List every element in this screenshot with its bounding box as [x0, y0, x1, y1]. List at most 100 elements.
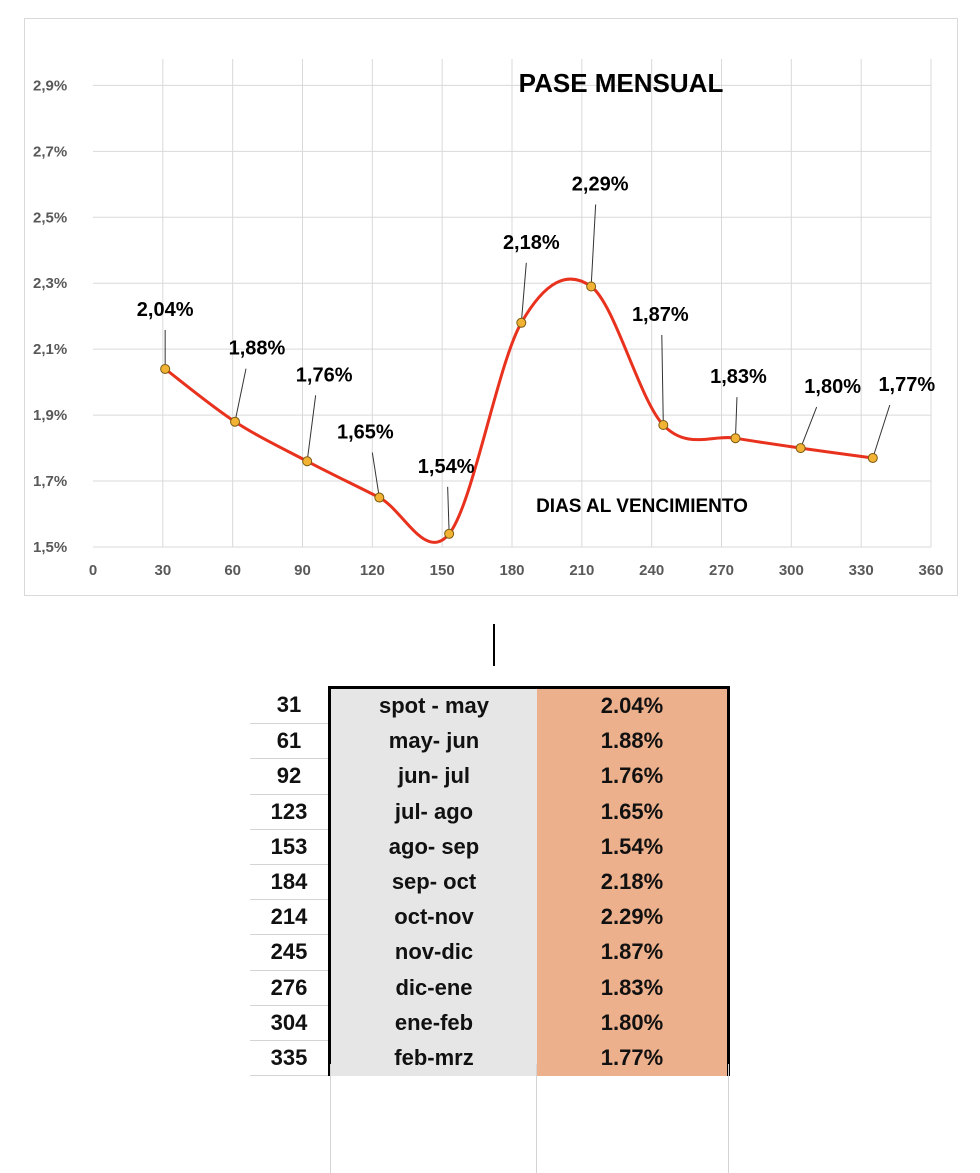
table-row: 61 may- jun 1.88%: [250, 723, 730, 760]
days-cell: 123: [250, 794, 330, 830]
label-leader-line: [872, 404, 891, 459]
table-row: 214 oct-nov 2.29%: [250, 899, 730, 936]
x-tick-label: 60: [224, 562, 241, 579]
value-cell: 1.77%: [537, 1040, 730, 1077]
days-cell: 245: [250, 934, 330, 971]
table-row: 304 ene-feb 1.80%: [250, 1005, 730, 1041]
table-row: 184 sep- oct 2.18%: [250, 864, 730, 901]
x-tick-label: 240: [639, 562, 664, 579]
x-axis-title: DIAS AL VENCIMIENTO: [536, 496, 748, 517]
pase-table: 31 spot - may 2.04% 61 may- jun 1.88% 92 jun- j…: [250, 685, 730, 1077]
value-cell: 2.18%: [537, 864, 730, 901]
value-cell: 1.83%: [537, 970, 730, 1006]
data-label: 1,88%: [229, 338, 286, 360]
divider-line: [493, 624, 495, 666]
table-row: 92 jun- jul 1.76%: [250, 758, 730, 795]
y-tick-label: 2,1%: [33, 341, 67, 358]
label-leader-line: [447, 486, 450, 534]
data-point: [795, 443, 806, 454]
days-cell: 276: [250, 970, 330, 1006]
data-point: [374, 492, 385, 503]
x-tick-label: 90: [294, 562, 311, 579]
value-cell: 1.87%: [537, 934, 730, 971]
label-leader-line: [800, 406, 818, 449]
days-cell: 214: [250, 899, 330, 936]
y-tick-label: 1,5%: [33, 539, 67, 556]
data-label: 1,76%: [296, 364, 353, 386]
data-label: 1,87%: [632, 304, 689, 326]
data-label: 1,80%: [804, 376, 861, 398]
data-point: [658, 420, 669, 430]
value-cell: 2.04%: [537, 685, 730, 725]
label-leader-line: [234, 368, 247, 422]
chart-frame: 0 30 60 90 120 150 180 210 240 270 300 330 360 1,5% 1,…: [24, 18, 958, 596]
label-leader-line: [520, 262, 527, 323]
data-label: 1,83%: [710, 366, 767, 388]
x-tick-label: 150: [430, 562, 455, 579]
period-cell: ago- sep: [328, 829, 537, 865]
label-leader-line: [661, 334, 664, 426]
data-label: 2,29%: [572, 174, 629, 196]
period-cell: spot - may: [328, 685, 537, 725]
data-point: [302, 456, 313, 467]
data-label: 1,65%: [337, 422, 394, 444]
period-cell: jul- ago: [328, 794, 537, 830]
x-tick-label: 300: [779, 562, 804, 579]
days-cell: 61: [250, 723, 330, 760]
data-point: [730, 433, 741, 444]
period-cell: ene-feb: [328, 1005, 537, 1041]
days-cell: 153: [250, 829, 330, 865]
y-tick-label: 1,9%: [33, 407, 67, 424]
data-point: [444, 528, 455, 539]
x-tick-label: 330: [849, 562, 874, 579]
label-leader-lines: [164, 204, 891, 534]
value-cell: 1.88%: [537, 723, 730, 760]
days-cell: 184: [250, 864, 330, 901]
data-point: [586, 281, 597, 292]
series-markers: [160, 281, 878, 539]
grid-lines: [93, 59, 932, 548]
value-cell: 1.65%: [537, 794, 730, 830]
value-cell: 1.76%: [537, 758, 730, 795]
data-labels: 2,04% 1,88% 1,76% 1,65% 1,54% 2,18% 2,29% 1,87%…: [137, 174, 936, 478]
value-cell: 1.80%: [537, 1005, 730, 1041]
x-tick-label: 30: [154, 562, 171, 579]
x-tick-label: 120: [360, 562, 385, 579]
table-row: 123 jul- ago 1.65%: [250, 794, 730, 830]
table-row: 276 dic-ene 1.83%: [250, 970, 730, 1006]
period-cell: may- jun: [328, 723, 537, 760]
period-cell: dic-ene: [328, 970, 537, 1006]
period-cell: sep- oct: [328, 864, 537, 901]
days-cell: 304: [250, 1005, 330, 1041]
days-cell: 92: [250, 758, 330, 795]
data-point: [229, 416, 240, 427]
x-tick-label: 360: [918, 562, 943, 579]
label-leader-line: [590, 204, 597, 287]
table-row: 153 ago- sep 1.54%: [250, 829, 730, 865]
data-label: 2,18%: [503, 232, 560, 254]
data-label: 1,54%: [418, 456, 475, 478]
label-leader-line: [734, 397, 738, 439]
y-tick-label: 2,7%: [33, 143, 67, 160]
axis-ticks: 0 30 60 90 120 150 180 210 240 270 300 330 360 1,5% 1,…: [33, 77, 944, 579]
data-point: [867, 452, 878, 463]
y-tick-label: 2,3%: [33, 275, 67, 292]
data-point: [516, 317, 527, 328]
y-tick-label: 2,5%: [33, 209, 67, 226]
period-cell: jun- jul: [328, 758, 537, 795]
label-leader-line: [371, 452, 380, 498]
data-point: [160, 363, 171, 374]
x-tick-label: 210: [569, 562, 594, 579]
x-tick-label: 0: [89, 562, 97, 579]
y-tick-label: 1,7%: [33, 473, 67, 490]
x-tick-label: 270: [709, 562, 734, 579]
data-label: 1,77%: [878, 374, 935, 396]
table-row: 335 feb-mrz 1.77%: [250, 1040, 730, 1077]
days-cell: 31: [250, 687, 330, 725]
table-row: 31 spot - may 2.04%: [250, 685, 730, 725]
chart-title: PASE MENSUAL: [519, 68, 724, 98]
period-cell: oct-nov: [328, 899, 537, 936]
data-label: 2,04%: [137, 299, 194, 321]
value-cell: 1.54%: [537, 829, 730, 865]
line-chart: 0 30 60 90 120 150 180 210 240 270 300 330 360 1,5% 1,…: [33, 59, 944, 579]
